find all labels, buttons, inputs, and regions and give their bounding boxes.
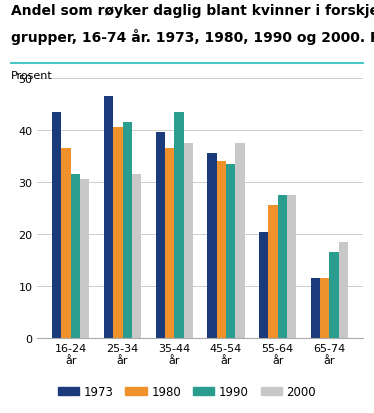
Bar xyxy=(104,97,113,339)
Bar xyxy=(123,123,132,339)
Bar xyxy=(184,143,193,339)
Text: grupper, 16-74 år. 1973, 1980, 1990 og 2000. Prosent: grupper, 16-74 år. 1973, 1980, 1990 og 2… xyxy=(11,29,374,45)
Bar xyxy=(287,196,296,339)
Bar xyxy=(217,162,226,339)
Bar xyxy=(132,175,141,339)
Bar xyxy=(165,149,174,339)
Text: Andel som røyker daglig blant kvinner i forskjellige alders-: Andel som røyker daglig blant kvinner i … xyxy=(11,4,374,18)
Bar xyxy=(156,133,165,339)
Bar xyxy=(113,128,123,339)
Text: Prosent: Prosent xyxy=(11,71,53,81)
Bar xyxy=(80,180,89,339)
Bar xyxy=(320,279,329,339)
Bar xyxy=(278,196,287,339)
Legend: 1973, 1980, 1990, 2000: 1973, 1980, 1990, 2000 xyxy=(53,381,321,403)
Bar xyxy=(226,164,235,339)
Bar xyxy=(339,242,348,339)
Bar xyxy=(259,232,269,339)
Bar xyxy=(329,253,339,339)
Bar xyxy=(207,154,217,339)
Bar xyxy=(311,279,320,339)
Bar xyxy=(61,149,71,339)
Bar xyxy=(235,143,245,339)
Bar xyxy=(269,206,278,339)
Bar xyxy=(71,175,80,339)
Bar xyxy=(174,112,184,339)
Bar xyxy=(52,112,61,339)
